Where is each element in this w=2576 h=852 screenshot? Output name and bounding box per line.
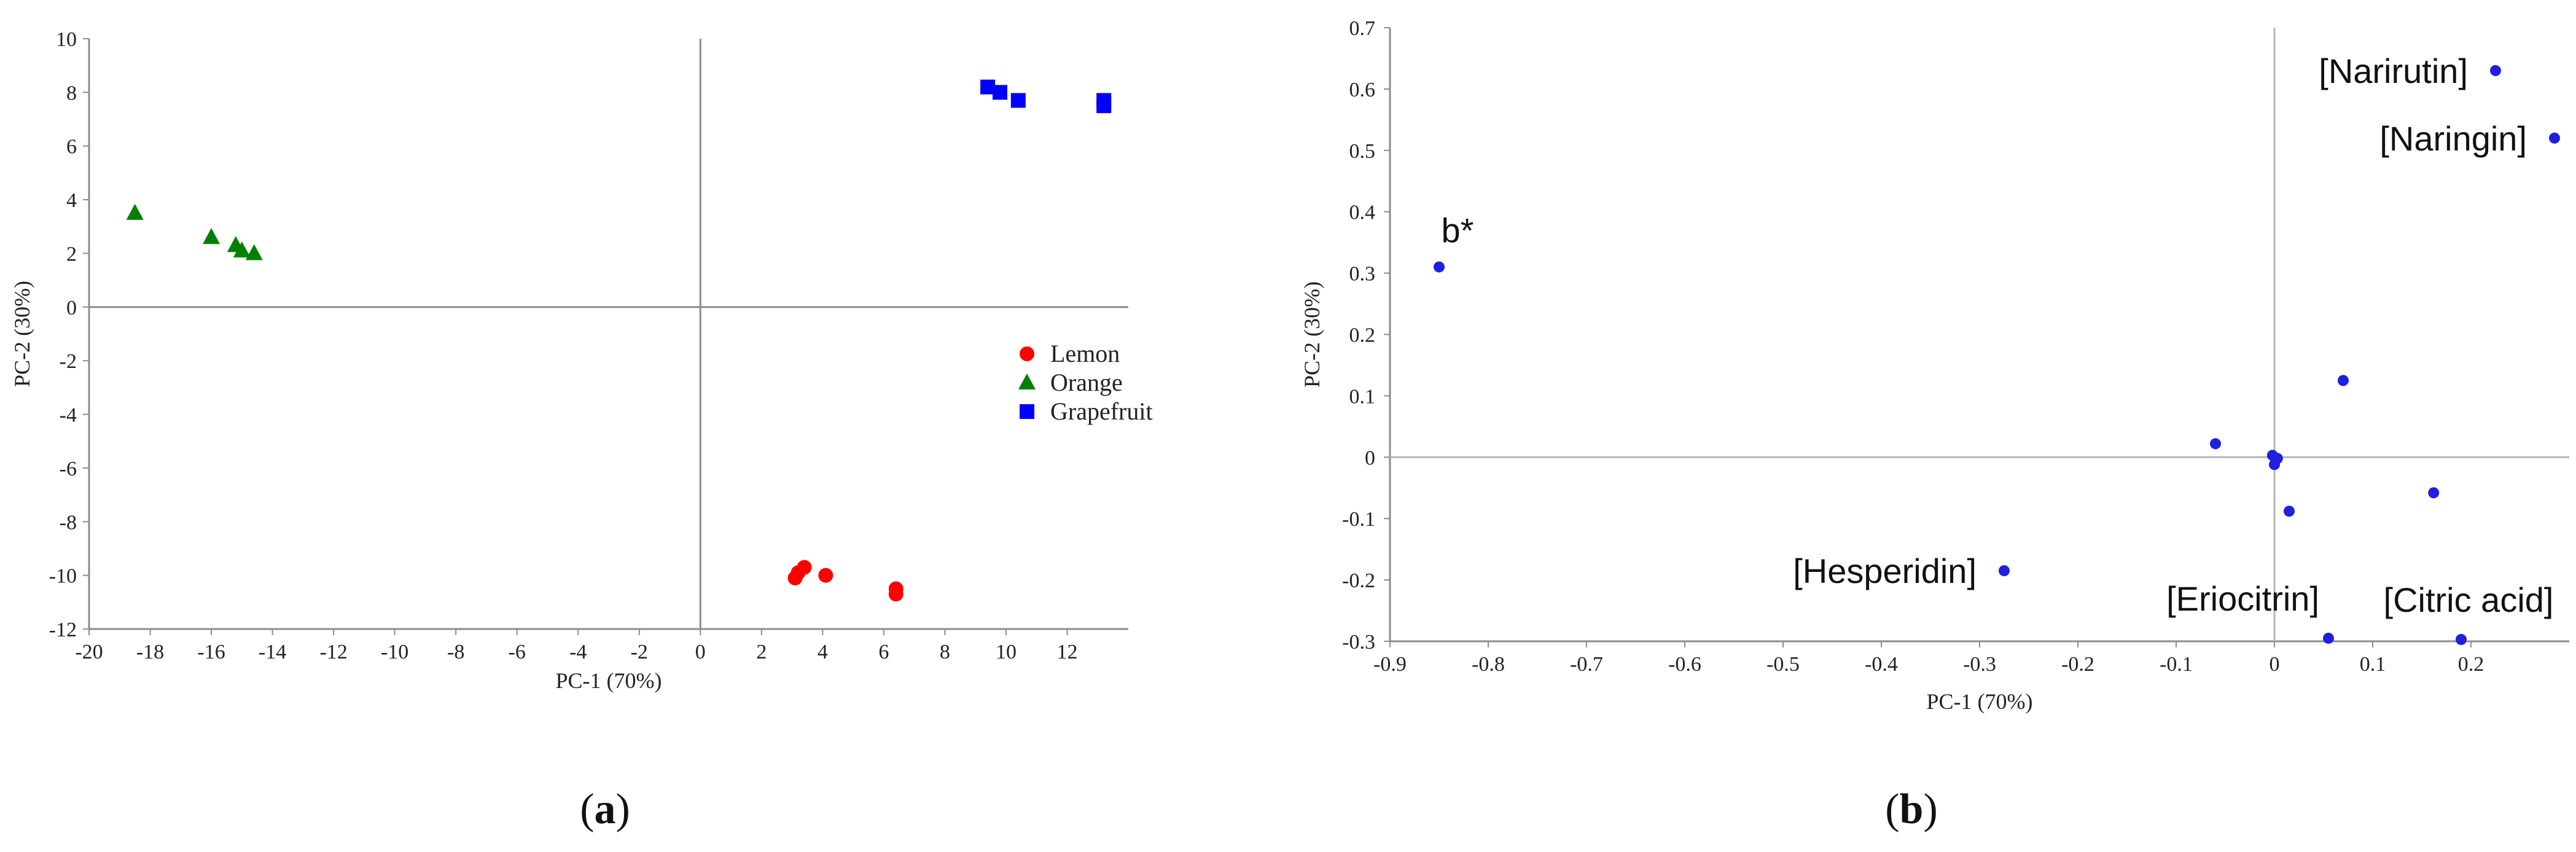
y-tick-label: -2 [60, 350, 77, 373]
x-tick-label: 0.2 [2458, 653, 2484, 676]
y-tick-label: 10 [56, 28, 77, 51]
chart-a-pca-scores: -20 -18 -16 -14 -12 -10 -8 -6 -4 -2 0 2 4 6 8 10 12-12-1… [10, 28, 1153, 833]
x-tick-label: 4 [818, 641, 828, 663]
x-tick-label: -12 [319, 641, 347, 663]
y-tick-label: 8 [66, 82, 77, 104]
y-tick-label: -0.3 [1342, 631, 1375, 654]
series-orange [126, 203, 263, 260]
legend-grapefruit-marker [1020, 404, 1034, 419]
loading-point [2428, 487, 2440, 499]
legend-lemon-marker [1020, 346, 1034, 361]
x-tick-label: -2 [631, 641, 648, 663]
x-tick-label: -14 [259, 641, 286, 663]
loading-point [2490, 64, 2501, 76]
y-tick-label: 2 [66, 243, 77, 265]
y-tick-label: -10 [49, 565, 77, 588]
legend-lemon-label: Lemon [1050, 340, 1120, 367]
point-label: b* [1442, 211, 1474, 250]
x-tick-label: -0.3 [1963, 653, 1996, 676]
x-tick-label: -8 [447, 641, 464, 663]
loading-point [1999, 565, 2010, 577]
loading-points: [Narirutin] [Naringin] b* [Hesperidin] [Erio… [1434, 52, 2560, 646]
x-tick-label: -0.8 [1472, 653, 1505, 676]
point-label: [Naringin] [2379, 119, 2527, 158]
y-tick-label: 0 [1365, 447, 1375, 469]
x-tick-label: 12 [1056, 641, 1077, 663]
y-tick-label: 6 [66, 136, 77, 158]
y-tick-label: 0.2 [1349, 324, 1376, 347]
caption-a: (a) [580, 786, 630, 833]
orange-point [126, 203, 144, 220]
loading-point [2549, 132, 2560, 144]
y-tick-label: 0.5 [1349, 140, 1376, 163]
point-label: [Eriocitrin] [2166, 579, 2319, 618]
point-label: [Narirutin] [2319, 52, 2468, 90]
loading-point [2323, 633, 2334, 644]
x-tick-label: -0.2 [2061, 653, 2094, 676]
y-tick-label: 0.4 [1349, 201, 1376, 224]
orange-point [203, 228, 221, 244]
orange-point [233, 241, 251, 258]
x-tick-label: -0.6 [1668, 653, 1701, 676]
x-tick-label: -10 [381, 641, 408, 663]
x-axis-title: PC-1 (70%) [1927, 689, 2033, 714]
grapefruit-point [992, 85, 1007, 100]
x-tick-label: -0.4 [1865, 653, 1898, 676]
y-tick-label: 0.7 [1349, 17, 1376, 40]
x-tick-label: 0 [695, 641, 706, 663]
grapefruit-point [1010, 93, 1026, 108]
loading-point [2338, 375, 2349, 386]
loading-point [2456, 634, 2467, 646]
x-axis-title: PC-1 (70%) [556, 668, 662, 693]
series-grapefruit [980, 79, 1112, 114]
y-tick-label: -0.2 [1342, 569, 1375, 592]
x-tick-label: 0.1 [2360, 653, 2386, 676]
y-tick-label: 4 [66, 189, 77, 212]
x-tick-label: -0.7 [1570, 653, 1603, 676]
x-tick-label: 0 [2270, 653, 2280, 676]
y-tick-label: -0.1 [1342, 508, 1375, 531]
x-tick-label: 10 [996, 641, 1017, 663]
loading-point [1434, 261, 1445, 273]
y-tick-label: 0.1 [1349, 385, 1376, 408]
legend-orange-marker [1018, 373, 1036, 389]
x-tick-label: -4 [569, 641, 587, 663]
y-tick-label: -12 [49, 619, 77, 641]
x-tick-label: 8 [940, 641, 950, 663]
orange-point [245, 244, 263, 260]
x-tick-label: -20 [75, 641, 103, 663]
x-tick-label: -0.9 [1373, 653, 1407, 676]
lemon-point [790, 565, 806, 580]
x-tick-label: -0.5 [1766, 653, 1800, 676]
legend-orange-label: Orange [1050, 369, 1123, 396]
x-tick-label: -16 [197, 641, 225, 663]
chart-b-pca-loadings: -0.9 -0.8 -0.7 -0.6 -0.5 -0.4 -0.3 -0.2 -0.1 0 0.1… [1300, 17, 2569, 833]
y-tick-label: 0 [66, 297, 77, 319]
series-lemon [787, 560, 904, 602]
x-tick-label: -6 [509, 641, 526, 663]
x-tick-label: -18 [136, 641, 164, 663]
y-tick-label: -8 [60, 511, 77, 534]
x-tick-label: 2 [756, 641, 767, 663]
x-tick-label: -0.1 [2160, 653, 2193, 676]
y-axis-title: PC-2 (30%) [10, 281, 34, 387]
grapefruit-point [1096, 98, 1112, 114]
loading-point [2269, 459, 2280, 471]
y-tick-label: 0.3 [1349, 263, 1376, 286]
y-axis-title: PC-2 (30%) [1300, 281, 1324, 388]
y-tick-label: -4 [60, 404, 77, 427]
loading-point [2210, 438, 2221, 450]
x-tick-label: 6 [878, 641, 889, 663]
loading-point [2284, 506, 2295, 517]
legend-grapefruit-label: Grapefruit [1050, 397, 1153, 425]
point-label: [Hesperidin] [1793, 552, 1977, 590]
lemon-point [818, 568, 833, 583]
y-tick-label: 0.6 [1349, 79, 1376, 101]
y-tick-label: -6 [60, 458, 77, 480]
lemon-point [888, 587, 904, 602]
caption-b: (b) [1885, 786, 1938, 833]
point-label: [Citric acid] [2384, 580, 2554, 619]
